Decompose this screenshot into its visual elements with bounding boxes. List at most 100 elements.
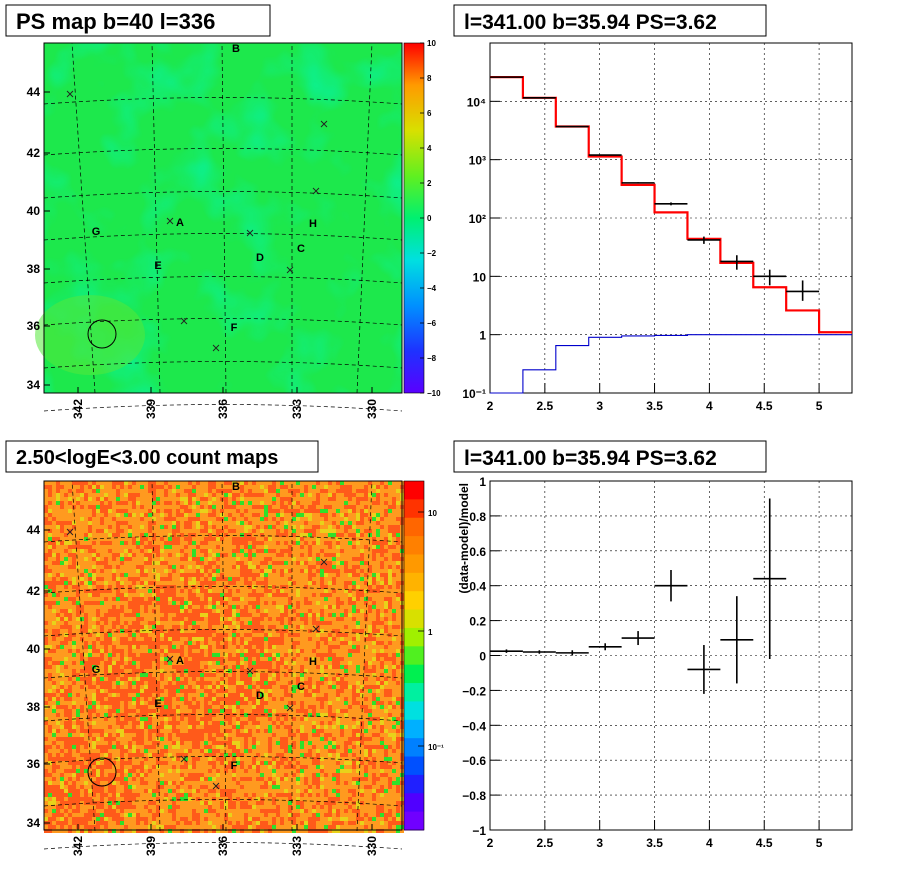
count-map-pixel — [232, 665, 236, 669]
count-map-pixel — [300, 621, 304, 625]
count-map-pixel — [276, 633, 280, 637]
count-map-pixel — [172, 661, 176, 665]
count-map-pixel — [344, 501, 348, 505]
count-map-pixel — [268, 653, 272, 657]
count-map-pixel — [116, 681, 120, 685]
count-map-pixel — [88, 621, 92, 625]
count-map-pixel — [112, 641, 116, 645]
count-map-pixel — [264, 569, 268, 573]
count-map-pixel — [232, 641, 236, 645]
count-map-pixel — [396, 625, 400, 629]
count-map-pixel — [220, 501, 224, 505]
count-map-pixel — [80, 665, 84, 669]
count-map-pixel — [160, 537, 164, 541]
count-map-pixel — [336, 509, 340, 513]
count-map-pixel — [168, 645, 172, 649]
count-map-pixel — [248, 521, 252, 525]
count-map-pixel — [360, 549, 364, 553]
count-map-pixel — [52, 573, 56, 577]
count-map-pixel — [236, 521, 240, 525]
count-map-pixel — [108, 565, 112, 569]
count-map-pixel — [180, 549, 184, 553]
count-map-pixel — [92, 649, 96, 653]
count-map-pixel — [256, 589, 260, 593]
count-map-pixel — [260, 497, 264, 501]
count-map-pixel — [348, 657, 352, 661]
count-map-pixel — [120, 645, 124, 649]
lat-grid-line — [43, 318, 403, 326]
count-map-pixel — [60, 597, 64, 601]
count-map-pixel — [48, 573, 52, 577]
count-map-pixel — [56, 505, 60, 509]
count-map-pixel — [304, 681, 308, 685]
count-map-pixel — [68, 637, 72, 641]
count-map-pixel — [360, 513, 364, 517]
count-map-pixel — [268, 605, 272, 609]
count-map-pixel — [168, 513, 172, 517]
count-map-pixel — [140, 505, 144, 509]
count-map-pixel — [96, 613, 100, 617]
count-map-pixel — [264, 597, 268, 601]
count-map-pixel — [84, 677, 88, 681]
count-map-pixel — [160, 521, 164, 525]
count-map-pixel — [116, 545, 120, 549]
count-map-pixel — [360, 645, 364, 649]
count-map-pixel — [356, 485, 360, 489]
count-map-pixel — [48, 485, 52, 489]
count-map-pixel — [208, 489, 212, 493]
count-map-pixel — [212, 605, 216, 609]
count-map-pixel — [292, 665, 296, 669]
count-map-pixel — [372, 585, 376, 589]
count-map-pixel — [176, 597, 180, 601]
count-map-pixel — [372, 617, 376, 621]
count-map-pixel — [260, 601, 264, 605]
count-map-pixel — [364, 609, 368, 613]
count-map-pixel — [144, 637, 148, 641]
count-map-pixel — [288, 581, 292, 585]
count-map-pixel — [92, 629, 96, 633]
count-map-pixel — [376, 577, 380, 581]
count-map-pixel — [240, 577, 244, 581]
count-map-pixel — [44, 645, 48, 649]
count-map-pixel — [168, 601, 172, 605]
count-map-pixel — [220, 597, 224, 601]
count-map-pixel — [288, 525, 292, 529]
count-map-pixel — [276, 665, 280, 669]
count-map-pixel — [364, 593, 368, 597]
count-map-pixel — [176, 509, 180, 513]
count-map-pixel — [104, 569, 108, 573]
count-map-pixel — [292, 633, 296, 637]
count-map-pixel — [364, 633, 368, 637]
count-map-pixel — [352, 513, 356, 517]
count-map-pixel — [300, 565, 304, 569]
count-map-pixel — [236, 557, 240, 561]
count-map-pixel — [276, 549, 280, 553]
count-map-pixel — [296, 637, 300, 641]
count-map-pixel — [136, 577, 140, 581]
count-map-pixel — [152, 633, 156, 637]
count-map-pixel — [104, 609, 108, 613]
count-map-pixel — [296, 665, 300, 669]
count-map-pixel — [380, 597, 384, 601]
count-map-pixel — [160, 589, 164, 593]
count-map-pixel — [120, 577, 124, 581]
count-map-pixel — [260, 493, 264, 497]
count-map-pixel — [356, 621, 360, 625]
count-map-pixel — [84, 581, 88, 585]
count-map-pixel — [188, 537, 192, 541]
count-map-pixel — [124, 485, 128, 489]
count-map-pixel — [352, 669, 356, 673]
count-map-pixel — [152, 661, 156, 665]
count-map-pixel — [204, 621, 208, 625]
count-map-pixel — [48, 641, 52, 645]
count-map-pixel — [208, 633, 212, 637]
count-map-pixel — [176, 525, 180, 529]
count-map-pixel — [112, 549, 116, 553]
count-map-pixel — [164, 565, 168, 569]
count-map-pixel — [348, 605, 352, 609]
count-map-pixel — [380, 605, 384, 609]
count-map-pixel — [200, 585, 204, 589]
count-map-pixel — [272, 633, 276, 637]
count-map-pixel — [240, 665, 244, 669]
count-map-pixel — [64, 557, 68, 561]
